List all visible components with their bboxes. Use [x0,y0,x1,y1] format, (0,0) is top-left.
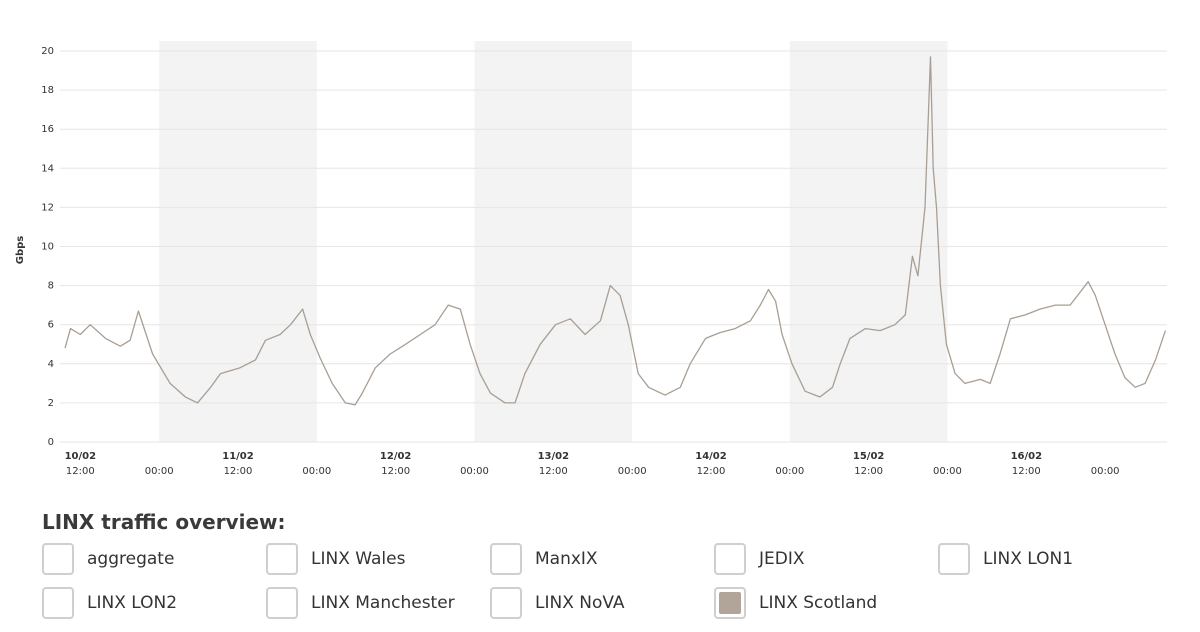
checkbox-item[interactable]: LINX Wales [266,543,405,575]
y-tick-label: 18 [41,85,54,96]
checkbox-item[interactable]: LINX Scotland [714,587,877,619]
y-tick-label: 2 [48,398,54,409]
night-band [789,41,948,442]
y-axis-label: Gbps [15,236,26,265]
checkbox-label: LINX LON2 [87,593,178,613]
traffic-line [64,56,1167,406]
checkbox-item[interactable]: LINX Manchester [266,587,455,619]
x-tick-label: 12:00 [224,466,253,477]
y-tick-label: 0 [48,437,54,448]
x-tick-label: 00:00 [933,466,962,477]
checkbox-label: LINX Scotland [759,593,878,613]
y-tick-label: 10 [41,242,54,253]
x-tick-label: 12:00 [697,466,726,477]
checkbox-item[interactable]: aggregate [42,543,174,575]
x-tick-label: 00:00 [302,466,331,477]
y-tick-label: 4 [48,359,54,370]
selector-title: LINX traffic overview: [42,510,286,534]
checkbox-item[interactable]: LINX LON2 [42,587,177,619]
x-tick-label: 12:00 [1012,466,1041,477]
y-tick-label: 20 [41,46,54,57]
checkbox[interactable] [42,587,74,619]
checkbox-label: aggregate [87,549,175,569]
x-tick-label: 12:00 [66,466,95,477]
checkbox[interactable] [938,543,970,575]
checkbox-item[interactable]: JEDIX [714,543,805,575]
x-date-label: 11/02 [222,451,254,462]
y-tick-label: 14 [41,163,54,174]
x-date-label: 12/02 [380,451,412,462]
checkbox[interactable] [714,543,746,575]
night-band [474,41,633,442]
y-tick-label: 12 [41,202,54,213]
checkbox-item[interactable]: ManxIX [490,543,598,575]
checkbox-item[interactable]: LINX NoVA [490,587,625,619]
x-tick-label: 00:00 [1091,466,1120,477]
checkbox-label: LINX LON1 [983,549,1074,569]
checkbox-label: LINX Manchester [311,593,455,613]
checkbox-label: LINX Wales [311,549,406,569]
x-date-label: 16/02 [1011,451,1043,462]
checkbox[interactable] [490,543,522,575]
checkbox-label: ManxIX [535,549,598,569]
x-date-label: 14/02 [695,451,727,462]
checkbox-label: LINX NoVA [535,593,625,613]
y-tick-label: 6 [48,320,54,331]
x-tick-label: 12:00 [381,466,410,477]
x-tick-label: 00:00 [460,466,489,477]
checkbox[interactable] [714,587,746,619]
checkbox-item[interactable]: LINX LON1 [938,543,1073,575]
checkbox[interactable] [266,543,298,575]
x-date-label: 10/02 [65,451,97,462]
x-date-label: 13/02 [538,451,570,462]
y-tick-label: 16 [41,124,54,135]
x-tick-label: 00:00 [618,466,647,477]
chart: Gbps 0 2 4 6 8 10 12 14 16 18 20 12:00 00:00 12:00 00:… [15,41,1167,477]
y-tick-label: 8 [48,281,54,292]
x-tick-label: 00:00 [145,466,174,477]
x-date-label: 15/02 [853,451,885,462]
checkbox[interactable] [490,587,522,619]
checkbox-label: JEDIX [759,549,805,569]
checkbox-fill [719,592,741,614]
x-tick-label: 00:00 [775,466,804,477]
x-tick-label: 12:00 [539,466,568,477]
x-tick-label: 12:00 [854,466,883,477]
night-band [159,41,317,442]
checkbox[interactable] [42,543,74,575]
checkbox[interactable] [266,587,298,619]
